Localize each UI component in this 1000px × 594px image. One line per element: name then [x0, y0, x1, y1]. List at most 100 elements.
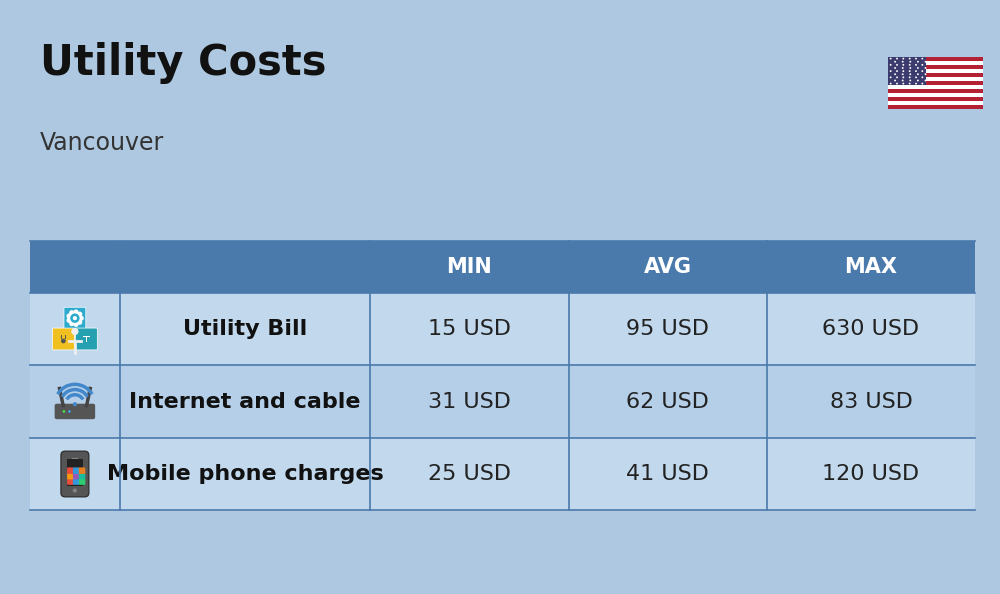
Circle shape	[917, 80, 919, 81]
Bar	[67, 459, 83, 486]
Circle shape	[925, 61, 926, 62]
Bar	[888, 101, 983, 105]
Bar	[888, 57, 926, 85]
Text: 62 USD: 62 USD	[626, 391, 709, 412]
Bar	[888, 81, 983, 85]
Circle shape	[925, 73, 926, 75]
Circle shape	[909, 67, 911, 69]
Bar	[888, 97, 983, 101]
FancyBboxPatch shape	[73, 473, 79, 479]
Circle shape	[68, 410, 71, 413]
Circle shape	[63, 410, 65, 413]
Circle shape	[79, 315, 84, 321]
Bar	[888, 69, 983, 73]
Circle shape	[925, 80, 926, 81]
Circle shape	[894, 73, 896, 75]
Circle shape	[890, 77, 892, 78]
Circle shape	[915, 70, 917, 72]
Circle shape	[896, 77, 898, 78]
Circle shape	[77, 311, 82, 317]
FancyBboxPatch shape	[67, 467, 74, 474]
Circle shape	[73, 322, 79, 327]
Circle shape	[902, 77, 904, 78]
FancyBboxPatch shape	[67, 473, 74, 479]
Circle shape	[921, 70, 923, 72]
Text: Internet and cable: Internet and cable	[129, 391, 361, 412]
Circle shape	[896, 64, 898, 66]
Bar	[83, 336, 90, 337]
Bar	[30, 365, 975, 438]
Circle shape	[909, 70, 911, 72]
Text: 630 USD: 630 USD	[822, 319, 920, 339]
Text: 120 USD: 120 USD	[822, 464, 920, 484]
Text: Utility Costs: Utility Costs	[40, 42, 326, 84]
Circle shape	[69, 310, 74, 315]
Circle shape	[925, 67, 926, 69]
Bar	[61, 334, 62, 339]
FancyBboxPatch shape	[79, 473, 85, 479]
Circle shape	[69, 321, 74, 326]
Circle shape	[890, 70, 892, 72]
Bar	[30, 293, 975, 365]
Text: MAX: MAX	[845, 257, 898, 277]
Bar	[888, 73, 983, 77]
Circle shape	[894, 67, 896, 69]
Bar	[888, 65, 983, 69]
Circle shape	[902, 64, 904, 66]
Bar	[888, 85, 983, 89]
FancyBboxPatch shape	[79, 467, 85, 474]
Circle shape	[902, 83, 904, 84]
Bar	[888, 61, 983, 65]
FancyBboxPatch shape	[67, 478, 74, 485]
Circle shape	[58, 387, 61, 390]
Text: MIN: MIN	[447, 257, 492, 277]
Circle shape	[909, 73, 911, 75]
Circle shape	[896, 58, 898, 59]
Circle shape	[921, 77, 923, 78]
Circle shape	[902, 58, 904, 59]
FancyBboxPatch shape	[55, 404, 95, 419]
FancyBboxPatch shape	[61, 451, 89, 497]
Text: 25 USD: 25 USD	[428, 464, 511, 484]
FancyBboxPatch shape	[52, 328, 74, 350]
Text: 31 USD: 31 USD	[428, 391, 511, 412]
Circle shape	[73, 402, 77, 406]
Circle shape	[909, 77, 911, 78]
FancyBboxPatch shape	[73, 478, 79, 485]
Bar	[888, 57, 983, 109]
Circle shape	[915, 83, 917, 84]
Circle shape	[921, 83, 923, 84]
Bar	[888, 93, 983, 97]
Text: 83 USD: 83 USD	[830, 391, 912, 412]
FancyBboxPatch shape	[73, 467, 79, 474]
Circle shape	[915, 77, 917, 78]
Circle shape	[896, 70, 898, 72]
Bar	[86, 336, 87, 342]
Circle shape	[902, 73, 904, 75]
Circle shape	[70, 314, 80, 323]
Circle shape	[73, 488, 77, 492]
Bar	[888, 57, 983, 61]
Text: 15 USD: 15 USD	[428, 319, 511, 339]
Circle shape	[66, 318, 72, 323]
Circle shape	[73, 316, 77, 320]
Circle shape	[66, 314, 72, 318]
Circle shape	[61, 339, 66, 343]
Circle shape	[89, 387, 92, 390]
Bar	[888, 89, 983, 93]
Circle shape	[917, 67, 919, 69]
Bar	[30, 241, 975, 293]
Circle shape	[71, 328, 79, 335]
Circle shape	[902, 80, 904, 81]
Circle shape	[917, 61, 919, 62]
Circle shape	[890, 83, 892, 84]
Circle shape	[909, 64, 911, 66]
Bar	[888, 105, 983, 109]
Bar	[65, 334, 66, 339]
Circle shape	[921, 58, 923, 59]
Text: Mobile phone charges: Mobile phone charges	[107, 464, 383, 484]
Circle shape	[909, 61, 911, 62]
Circle shape	[921, 64, 923, 66]
Text: 41 USD: 41 USD	[626, 464, 709, 484]
Text: Vancouver: Vancouver	[40, 131, 164, 154]
